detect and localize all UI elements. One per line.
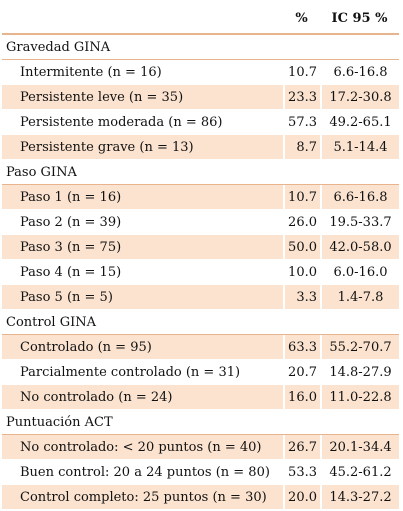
row-percent: 20.7 — [283, 360, 320, 385]
row-label: Persistente moderada (n = 86) — [2, 110, 283, 135]
results-table: % IC 95 % Gravedad GINA Intermitente (n … — [2, 3, 399, 510]
row-percent: 57.3 — [283, 110, 320, 135]
row-ci: 45.2-61.2 — [320, 460, 399, 485]
row-percent: 53.3 — [283, 460, 320, 485]
section-title: Paso GINA — [2, 160, 399, 185]
table-row: Parcialmente controlado (n = 31) 20.7 14… — [2, 360, 399, 385]
section-row: Control GINA — [2, 310, 399, 335]
row-ci: 42.0-58.0 — [320, 235, 399, 260]
section-title: Control GINA — [2, 310, 399, 335]
row-label: No controlado (n = 24) — [2, 385, 283, 410]
row-label: Paso 2 (n = 39) — [2, 210, 283, 235]
row-ci: 6.0-16.0 — [320, 260, 399, 285]
row-label: Paso 5 (n = 5) — [2, 285, 283, 310]
row-ci: 5.1-14.4 — [320, 135, 399, 160]
row-ci: 49.2-65.1 — [320, 110, 399, 135]
table-row: Buen control: 20 a 24 puntos (n = 80) 53… — [2, 460, 399, 485]
row-label: Parcialmente controlado (n = 31) — [2, 360, 283, 385]
row-ci: 1.4-7.8 — [320, 285, 399, 310]
row-percent: 26.0 — [283, 210, 320, 235]
table-row: Persistente grave (n = 13) 8.7 5.1-14.4 — [2, 135, 399, 160]
table-row: Persistente leve (n = 35) 23.3 17.2-30.8 — [2, 85, 399, 110]
row-percent: 50.0 — [283, 235, 320, 260]
table-row: Paso 5 (n = 5) 3.3 1.4-7.8 — [2, 285, 399, 310]
row-percent: 10.7 — [283, 185, 320, 210]
row-percent: 63.3 — [283, 335, 320, 360]
header-row: % IC 95 % — [2, 3, 399, 34]
row-percent: 10.0 — [283, 260, 320, 285]
table-row: Persistente moderada (n = 86) 57.3 49.2-… — [2, 110, 399, 135]
row-percent: 10.7 — [283, 60, 320, 85]
row-percent: 3.3 — [283, 285, 320, 310]
row-label: Control completo: 25 puntos (n = 30) — [2, 485, 283, 510]
row-label: Paso 1 (n = 16) — [2, 185, 283, 210]
row-ci: 14.8-27.9 — [320, 360, 399, 385]
table-row: Paso 4 (n = 15) 10.0 6.0-16.0 — [2, 260, 399, 285]
row-label: Persistente grave (n = 13) — [2, 135, 283, 160]
table-row: No controlado: < 20 puntos (n = 40) 26.7… — [2, 435, 399, 460]
header-percent: % — [283, 3, 320, 34]
row-label: Intermitente (n = 16) — [2, 60, 283, 85]
row-label: No controlado: < 20 puntos (n = 40) — [2, 435, 283, 460]
row-label: Paso 3 (n = 75) — [2, 235, 283, 260]
row-percent: 23.3 — [283, 85, 320, 110]
row-percent: 8.7 — [283, 135, 320, 160]
header-label — [2, 3, 283, 34]
table-row: Intermitente (n = 16) 10.7 6.6-16.8 — [2, 60, 399, 85]
row-ci: 20.1-34.4 — [320, 435, 399, 460]
row-ci: 6.6-16.8 — [320, 185, 399, 210]
row-label: Controlado (n = 95) — [2, 335, 283, 360]
table-row: Paso 3 (n = 75) 50.0 42.0-58.0 — [2, 235, 399, 260]
section-row: Gravedad GINA — [2, 34, 399, 60]
row-ci: 17.2-30.8 — [320, 85, 399, 110]
row-ci: 14.3-27.2 — [320, 485, 399, 510]
table-row: Controlado (n = 95) 63.3 55.2-70.7 — [2, 335, 399, 360]
row-ci: 11.0-22.8 — [320, 385, 399, 410]
row-percent: 16.0 — [283, 385, 320, 410]
row-percent: 20.0 — [283, 485, 320, 510]
row-percent: 26.7 — [283, 435, 320, 460]
header-ci: IC 95 % — [320, 3, 399, 34]
row-label: Persistente leve (n = 35) — [2, 85, 283, 110]
row-ci: 55.2-70.7 — [320, 335, 399, 360]
table-row: Control completo: 25 puntos (n = 30) 20.… — [2, 485, 399, 510]
section-title: Puntuación ACT — [2, 410, 399, 435]
table-row: No controlado (n = 24) 16.0 11.0-22.8 — [2, 385, 399, 410]
section-title: Gravedad GINA — [2, 34, 399, 60]
row-ci: 19.5-33.7 — [320, 210, 399, 235]
row-ci: 6.6-16.8 — [320, 60, 399, 85]
row-label: Paso 4 (n = 15) — [2, 260, 283, 285]
section-row: Paso GINA — [2, 160, 399, 185]
table-row: Paso 2 (n = 39) 26.0 19.5-33.7 — [2, 210, 399, 235]
row-label: Buen control: 20 a 24 puntos (n = 80) — [2, 460, 283, 485]
section-row: Puntuación ACT — [2, 410, 399, 435]
table-row: Paso 1 (n = 16) 10.7 6.6-16.8 — [2, 185, 399, 210]
